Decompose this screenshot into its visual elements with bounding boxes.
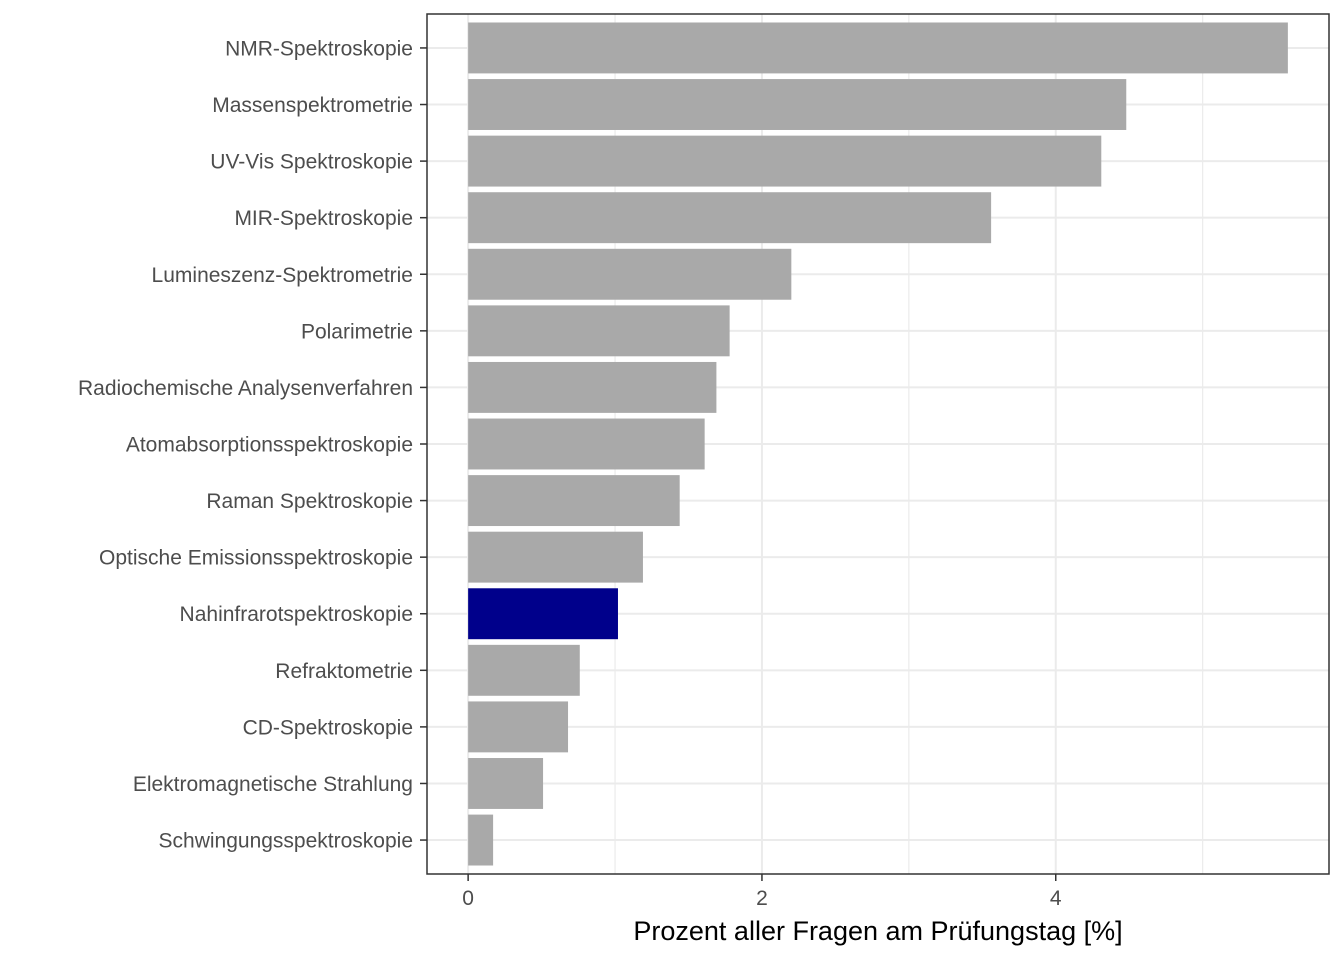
bar-atomabsorptionsspektroskopie [468, 418, 705, 470]
x-axis: 0 2 4 [462, 874, 1062, 910]
bar-optische-emissionsspektroskopie [468, 531, 643, 583]
y-tick-label: Optische Emissionsspektroskopie [99, 547, 413, 570]
y-tick-label: CD-Spektroskopie [243, 716, 413, 739]
bar-polarimetrie [468, 305, 730, 357]
y-tick-label: Atomabsorptionsspektroskopie [126, 434, 413, 457]
bars-layer [468, 22, 1288, 866]
y-tick-label: Raman Spektroskopie [206, 490, 413, 513]
y-axis: NMR-Spektroskopie Massenspektrometrie UV-V… [78, 37, 427, 853]
bar-mir-spektroskopie [468, 192, 992, 244]
bar-raman-spektroskopie [468, 475, 680, 527]
bar-uv-vis-spektroskopie [468, 135, 1102, 187]
x-tick-label: 2 [756, 887, 768, 910]
bar-nahinfrarotspektroskopie [468, 588, 618, 640]
x-axis-title: Prozent aller Fragen am Prüfungstag [%] [633, 916, 1122, 946]
y-tick-label: Radiochemische Analysenverfahren [78, 377, 413, 400]
bar-nmr-spektroskopie [468, 22, 1288, 74]
bar-massenspektrometrie [468, 79, 1127, 130]
y-tick-label: Massenspektrometrie [212, 94, 413, 117]
bar-refraktometrie [468, 644, 580, 696]
y-tick-label: Schwingungsspektroskopie [159, 830, 413, 853]
x-tick-label: 4 [1050, 887, 1062, 910]
y-tick-label: NMR-Spektroskopie [225, 37, 413, 60]
y-tick-label: MIR-Spektroskopie [234, 207, 413, 230]
y-tick-label: Elektromagnetische Strahlung [133, 773, 413, 796]
y-tick-label: Polarimetrie [301, 320, 413, 343]
y-tick-label: Refraktometrie [275, 660, 413, 683]
bar-radiochemische-analysenverfahren [468, 361, 717, 413]
y-tick-label: UV-Vis Spektroskopie [210, 151, 413, 174]
bar-schwingungsspektroskopie [468, 814, 494, 866]
y-tick-label: Nahinfrarotspektroskopie [180, 603, 413, 626]
bar-elektromagnetische-strahlung [468, 758, 544, 809]
x-tick-label: 0 [462, 887, 474, 910]
bar-cd-spektroskopie [468, 701, 569, 753]
y-tick-label: Lumineszenz-Spektrometrie [152, 264, 413, 287]
bar-lumineszenz-spektrometrie [468, 248, 792, 300]
